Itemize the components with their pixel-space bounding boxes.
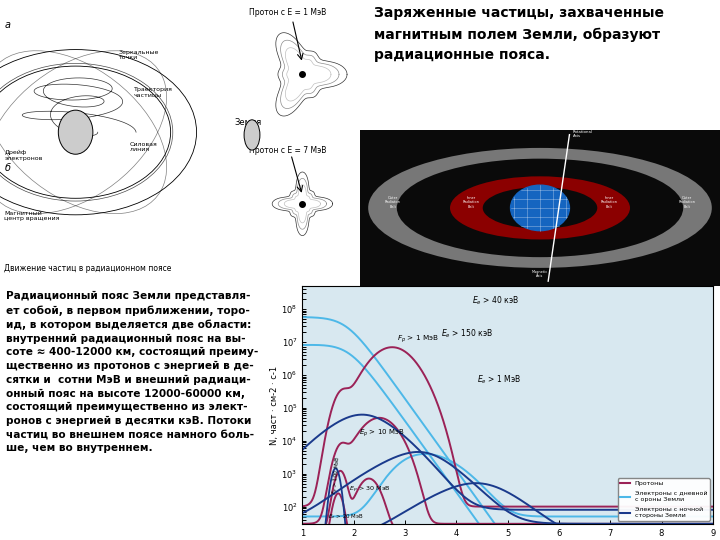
Text: $E_e$ > 40 кэВ: $E_e$ > 40 кэВ bbox=[472, 294, 519, 307]
Text: $E_p$ > 30 МэВ: $E_p$ > 30 МэВ bbox=[348, 484, 390, 495]
Ellipse shape bbox=[482, 187, 598, 229]
Text: а: а bbox=[4, 19, 10, 30]
Text: $E_e$ > 20 МэВ: $E_e$ > 20 МэВ bbox=[328, 512, 364, 521]
Text: Протон с E = 7 МэВ: Протон с E = 7 МэВ bbox=[249, 146, 327, 155]
Legend: Протоны, Электроны с дневной
с ороны Земли, Электроны с ночной
стороны Земли: Протоны, Электроны с дневной с ороны Зем… bbox=[618, 478, 710, 521]
Text: Магнитный
центр вращения: Магнитный центр вращения bbox=[4, 211, 60, 221]
Text: Rotational
Axis: Rotational Axis bbox=[572, 130, 593, 138]
Text: Силовая
линия: Силовая линия bbox=[130, 141, 158, 152]
Text: Движение частиц в радиационном поясе: Движение частиц в радиационном поясе bbox=[4, 264, 171, 273]
Text: $F_p$ > 100 МэВ: $F_p$ > 100 МэВ bbox=[331, 455, 345, 495]
Text: б: б bbox=[4, 163, 10, 173]
Text: Inner
Radiation
Belt: Inner Radiation Belt bbox=[600, 195, 617, 209]
Text: $E_p$ > 10 МэВ: $E_p$ > 10 МэВ bbox=[359, 428, 404, 439]
Circle shape bbox=[244, 120, 260, 150]
Text: $E_e$ > 150 кэВ: $E_e$ > 150 кэВ bbox=[441, 327, 493, 340]
Circle shape bbox=[58, 110, 93, 154]
Ellipse shape bbox=[450, 177, 630, 239]
Text: Заряженные частицы, захваченные
магнитным полем Земли, образуют
радиационные поя: Заряженные частицы, захваченные магнитны… bbox=[374, 6, 665, 62]
Text: Земля: Земля bbox=[234, 118, 261, 127]
Text: Magnetic
Axis: Magnetic Axis bbox=[532, 270, 548, 278]
Ellipse shape bbox=[397, 159, 683, 257]
Text: Протон с E = 1 МэВ: Протон с E = 1 МэВ bbox=[249, 8, 327, 17]
Text: Outer
Radiation
Belt: Outer Radiation Belt bbox=[679, 195, 696, 209]
Text: Outer
Radiaton
Belt: Outer Radiaton Belt bbox=[384, 195, 400, 209]
Ellipse shape bbox=[368, 148, 712, 268]
Text: Траектория
частицы: Траектория частицы bbox=[134, 86, 173, 97]
Text: Дрейф
электронов: Дрейф электронов bbox=[4, 150, 42, 161]
Text: $F_p$ > 1 МэВ: $F_p$ > 1 МэВ bbox=[397, 333, 439, 345]
Text: Радиационный пояс Земли представля-
ет собой, в первом приближении, торо-
ид, в : Радиационный пояс Земли представля- ет с… bbox=[6, 291, 258, 453]
Y-axis label: N, част · см-2 · с-1: N, част · см-2 · с-1 bbox=[269, 366, 279, 444]
Circle shape bbox=[510, 185, 570, 231]
Text: Зеркальные
точки: Зеркальные точки bbox=[119, 50, 159, 60]
Text: $E_e$ > 1 МэВ: $E_e$ > 1 МэВ bbox=[477, 373, 521, 386]
Text: Inner
Radiation
Belt: Inner Radiation Belt bbox=[463, 195, 480, 209]
